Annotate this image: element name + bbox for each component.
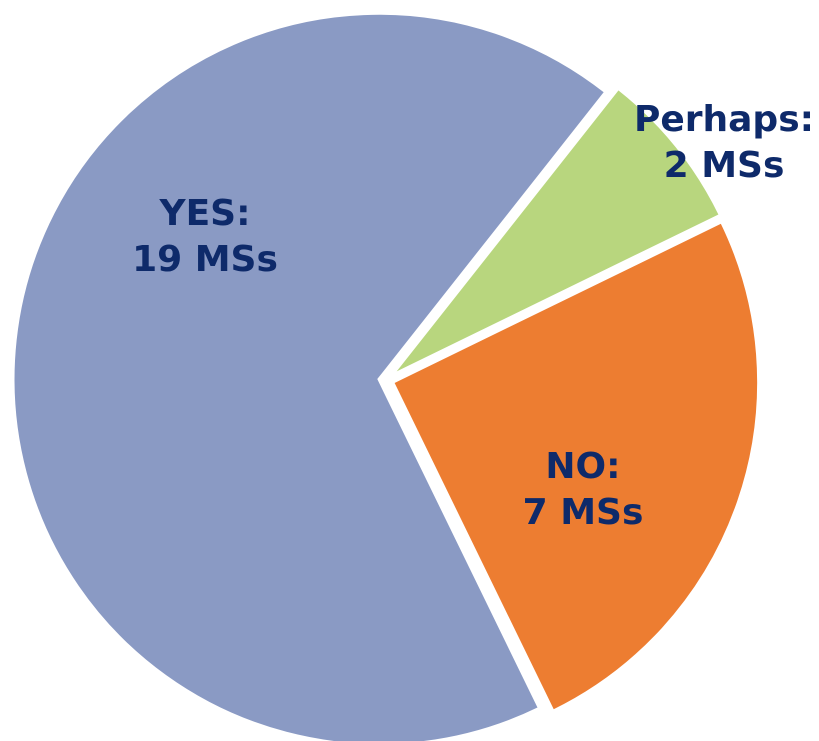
slice-category-label: Perhaps: — [634, 99, 814, 140]
pie-slice — [11, 11, 608, 741]
slice-category-label: YES: — [159, 193, 251, 234]
slice-value-label: 7 MSs — [523, 492, 644, 533]
slice-category-label: NO: — [545, 446, 620, 487]
slice-value-label: 2 MSs — [664, 145, 785, 186]
slice-value-label: 19 MSs — [132, 239, 278, 280]
pie-slice — [390, 86, 723, 377]
pie-slice — [390, 219, 761, 714]
